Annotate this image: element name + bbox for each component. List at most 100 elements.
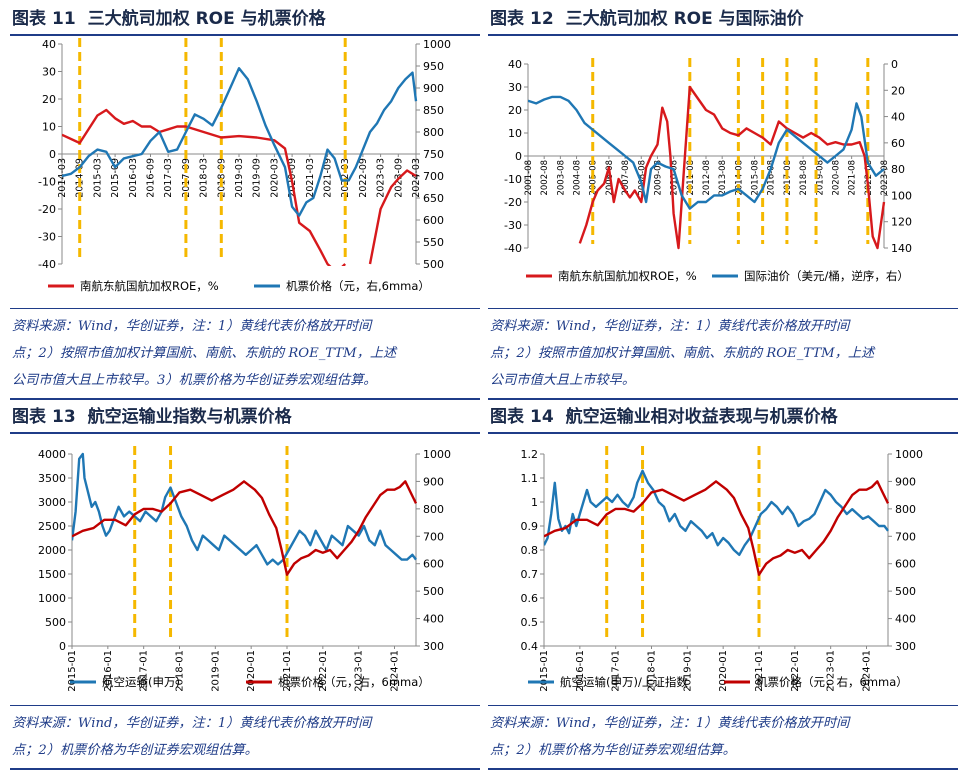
y-tick-label-left: 40 — [508, 58, 522, 71]
x-tick-label: 2020-08 — [831, 160, 841, 196]
x-tick-label: 2015-09 — [110, 158, 121, 198]
y-tick-label-left: 0 — [515, 150, 522, 163]
y-tick-label-left: 0 — [59, 640, 66, 653]
y-tick-label-right: 800 — [423, 126, 444, 139]
y-tick-label-left: -20 — [504, 196, 522, 209]
y-tick-label-left: 0.9 — [521, 520, 539, 533]
legend-label: 南航东航国航加权ROE，% — [558, 269, 697, 283]
x-tick-label: 2004-08 — [573, 160, 583, 196]
y-tick-label-right: 700 — [895, 530, 916, 543]
y-tick-label-right: 1000 — [895, 448, 923, 461]
x-tick-label: 2018-01 — [175, 650, 186, 692]
x-tick-label: 2010-08 — [670, 160, 680, 196]
y-tick-label-left: -20 — [38, 203, 56, 216]
x-tick-label: 2024-01 — [390, 650, 401, 692]
y-tick-label-left: 3500 — [38, 472, 66, 485]
y-tick-label-right: 1000 — [423, 38, 451, 51]
y-tick-label-left: 40 — [42, 38, 56, 51]
x-tick-label: 2023-01 — [354, 650, 365, 692]
legend-label: 南航东航国航加权ROE，% — [80, 279, 219, 293]
legend-label: 航空运输(申万)/上证指数 — [560, 675, 688, 689]
series-line — [72, 480, 418, 576]
figure-number: 13 — [52, 407, 76, 427]
y-tick-label-right: 40 — [891, 111, 905, 124]
y-tick-label-right: 0 — [891, 58, 898, 71]
y-tick-label-left: 0.4 — [521, 640, 539, 653]
series-line — [544, 469, 889, 557]
y-tick-label-right: 550 — [423, 236, 444, 249]
x-tick-label: 2019-03 — [234, 158, 245, 198]
source-line: 点；2）按照市值加权计算国航、南航、东航的 ROE_TTM，上述 — [12, 346, 397, 361]
y-tick-label-right: 750 — [423, 148, 444, 161]
y-tick-label-right: 500 — [895, 585, 916, 598]
source-line: 公司市值大且上市较早。 — [490, 373, 636, 388]
source-note: 资料来源：Wind，华创证券，注：1）黄线代表价格放开时间 点；2）机票价格为华… — [10, 705, 480, 770]
x-tick-label: 2022-03 — [340, 158, 351, 198]
y-tick-label-right: 650 — [423, 192, 444, 205]
x-tick-label: 2013-08 — [718, 160, 728, 196]
y-tick-label-left: 10 — [508, 127, 522, 140]
series-line — [368, 169, 417, 265]
x-tick-label: 2024-01 — [862, 650, 873, 692]
source-line: 资料来源：Wind，华创证券，注：1）黄线代表价格放开时间 — [12, 716, 372, 731]
x-tick-label: 2022-01 — [790, 650, 801, 692]
y-tick-label-right: 120 — [891, 216, 912, 229]
chart-13: 0 500 1000 1500 2000 2500 3000 3500 4000 300 400 50… — [38, 446, 451, 692]
y-tick-label-right: 900 — [423, 82, 444, 95]
y-tick-label-left: 20 — [508, 104, 522, 117]
x-tick-label: 2019-01 — [682, 650, 693, 692]
figure-title: 图表 13 航空运输业指数与机票价格 — [10, 402, 480, 434]
figure-title-text: 航空运输业相对收益表现与机票价格 — [565, 407, 838, 427]
y-tick-label-left: -10 — [38, 176, 56, 189]
y-tick-label-left: 0.5 — [521, 616, 539, 629]
figure-title: 图表 11 三大航司加权 ROE 与机票价格 — [10, 4, 480, 36]
source-note: 资料来源：Wind，华创证券，注：1）黄线代表价格放开时间 点；2）按照市值加权… — [10, 308, 480, 400]
x-tick-label: 2021-09 — [323, 158, 334, 198]
y-tick-label-right: 600 — [895, 558, 916, 571]
x-tick-label: 2016-09 — [146, 158, 157, 198]
y-tick-label-right: 100 — [891, 189, 912, 202]
x-tick-label: 2019-01 — [210, 650, 221, 692]
x-tick-label: 2016-03 — [128, 158, 139, 198]
x-tick-label: 2021-01 — [754, 650, 765, 692]
y-tick-label-right: 400 — [895, 613, 916, 626]
figure-title: 图表 12 三大航司加权 ROE 与国际油价 — [488, 4, 958, 36]
y-tick-label-left: 1500 — [38, 568, 66, 581]
x-tick-label: 2014-03 — [57, 158, 68, 198]
y-tick-label-left: 2500 — [38, 520, 66, 533]
x-tick-label: 2018-01 — [647, 650, 658, 692]
x-tick-label: 2020-09 — [287, 158, 298, 198]
y-tick-label-right: 850 — [423, 104, 444, 117]
y-tick-label-left: 500 — [45, 616, 66, 629]
figure-number: 12 — [530, 9, 554, 29]
source-line: 点；2）机票价格为华创证券宏观组估算。 — [490, 743, 736, 758]
x-tick-label: 2019-08 — [815, 160, 825, 196]
x-tick-label: 2020-01 — [246, 650, 257, 692]
x-tick-label: 2021-03 — [305, 158, 316, 198]
y-tick-label-left: 0.6 — [521, 592, 539, 605]
x-tick-label: 2019-09 — [252, 158, 263, 198]
source-line: 资料来源：Wind，华创证券，注：1）黄线代表价格放开时间 — [490, 716, 850, 731]
x-tick-label: 2009-08 — [653, 160, 663, 196]
source-note: 资料来源：Wind，华创证券，注：1）黄线代表价格放开时间 点；2）按照市值加权… — [488, 308, 958, 400]
x-tick-label: 2022-09 — [358, 158, 369, 198]
series-line — [578, 85, 886, 250]
source-line: 资料来源：Wind，华创证券，注：1）黄线代表价格放开时间 — [490, 319, 850, 334]
y-tick-label-left: 0.7 — [521, 568, 539, 581]
y-tick-label-left: -40 — [38, 258, 56, 271]
y-tick-label-left: 3000 — [38, 496, 66, 509]
chart-11: -40 -30 -20 -10 0 10 20 30 40 500 550 600 650 700 750 8… — [38, 38, 451, 293]
figure-label: 图表 — [12, 407, 46, 427]
y-tick-label-left: -30 — [38, 231, 56, 244]
y-tick-label-right: 20 — [891, 84, 905, 97]
figure-label: 图表 — [12, 9, 46, 29]
y-tick-label-left: 30 — [508, 81, 522, 94]
series-line — [62, 108, 347, 266]
x-tick-label: 2003-08 — [556, 160, 566, 196]
x-tick-label: 2021-01 — [282, 650, 293, 692]
x-tick-label: 2002-08 — [540, 160, 550, 196]
figure-number: 14 — [530, 407, 554, 427]
x-tick-label: 2017-03 — [163, 158, 174, 198]
y-tick-label-left: -30 — [504, 219, 522, 232]
x-tick-label: 2015-03 — [92, 158, 103, 198]
